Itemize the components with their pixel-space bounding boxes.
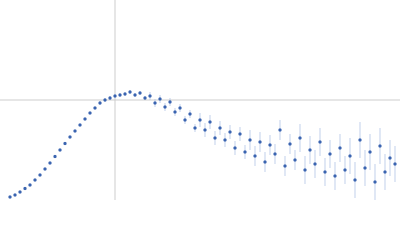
- data-point: [368, 150, 372, 154]
- data-point: [88, 111, 92, 115]
- data-point: [153, 101, 157, 105]
- data-point: [68, 135, 72, 139]
- data-point: [168, 100, 172, 104]
- data-point: [58, 148, 62, 152]
- data-point: [343, 168, 347, 172]
- data-point: [243, 150, 247, 154]
- data-point: [38, 173, 42, 177]
- data-point: [198, 118, 202, 122]
- data-point: [383, 170, 387, 174]
- data-point: [98, 101, 102, 105]
- data-point: [253, 154, 257, 158]
- data-point: [83, 117, 87, 121]
- data-point: [213, 136, 217, 140]
- data-point: [133, 93, 137, 97]
- data-point: [63, 141, 67, 146]
- page: (() => { const data = JSON.parse(documen…: [0, 0, 400, 200]
- data-point: [273, 152, 277, 156]
- data-point: [218, 126, 222, 130]
- data-point: [43, 167, 47, 171]
- data-point: [293, 158, 297, 162]
- data-point: [138, 91, 142, 95]
- data-point: [233, 146, 237, 150]
- data-point: [353, 178, 357, 182]
- chart: [0, 0, 400, 200]
- data-point: [388, 156, 392, 160]
- data-point: [178, 106, 182, 110]
- data-point: [313, 162, 317, 166]
- data-point: [208, 120, 212, 124]
- data-point: [78, 123, 82, 127]
- data-point: [93, 106, 97, 110]
- data-point: [203, 128, 207, 132]
- data-point: [358, 138, 362, 142]
- data-point: [123, 92, 127, 96]
- data-point: [278, 128, 282, 132]
- data-point: [13, 193, 17, 197]
- data-point: [163, 105, 167, 109]
- data-point: [328, 152, 332, 156]
- data-point: [103, 98, 107, 102]
- data-point: [363, 166, 367, 170]
- data-point: [308, 148, 312, 152]
- data-point: [338, 146, 342, 150]
- data-point: [223, 138, 227, 142]
- data-point: [238, 132, 242, 136]
- data-point: [258, 140, 262, 144]
- data-point: [33, 178, 37, 182]
- data-point: [48, 161, 52, 165]
- data-point: [333, 174, 337, 178]
- data-point: [263, 160, 267, 164]
- data-point: [128, 90, 132, 94]
- data-point: [298, 136, 302, 140]
- data-point: [188, 112, 192, 116]
- data-point: [148, 94, 152, 98]
- data-point: [268, 143, 272, 147]
- data-point: [378, 144, 382, 148]
- data-point: [23, 186, 27, 191]
- data-point: [393, 162, 397, 166]
- data-point: [73, 129, 77, 133]
- data-point: [108, 96, 112, 100]
- data-point: [373, 180, 377, 184]
- data-point: [193, 126, 197, 130]
- data-point: [183, 118, 187, 122]
- data-point: [118, 93, 122, 97]
- data-point: [228, 130, 232, 134]
- data-point: [173, 110, 177, 114]
- data-point: [113, 94, 117, 98]
- data-point: [348, 154, 352, 158]
- data-point: [323, 170, 327, 174]
- data-point: [143, 96, 147, 100]
- data-point: [303, 168, 307, 172]
- data-point: [283, 164, 287, 168]
- data-point: [248, 138, 252, 142]
- data-point: [318, 140, 322, 144]
- data-point: [288, 142, 292, 146]
- data-point: [8, 195, 12, 199]
- data-point: [53, 154, 57, 159]
- data-point: [158, 97, 162, 101]
- data-point: [18, 190, 22, 194]
- data-point: [28, 183, 32, 187]
